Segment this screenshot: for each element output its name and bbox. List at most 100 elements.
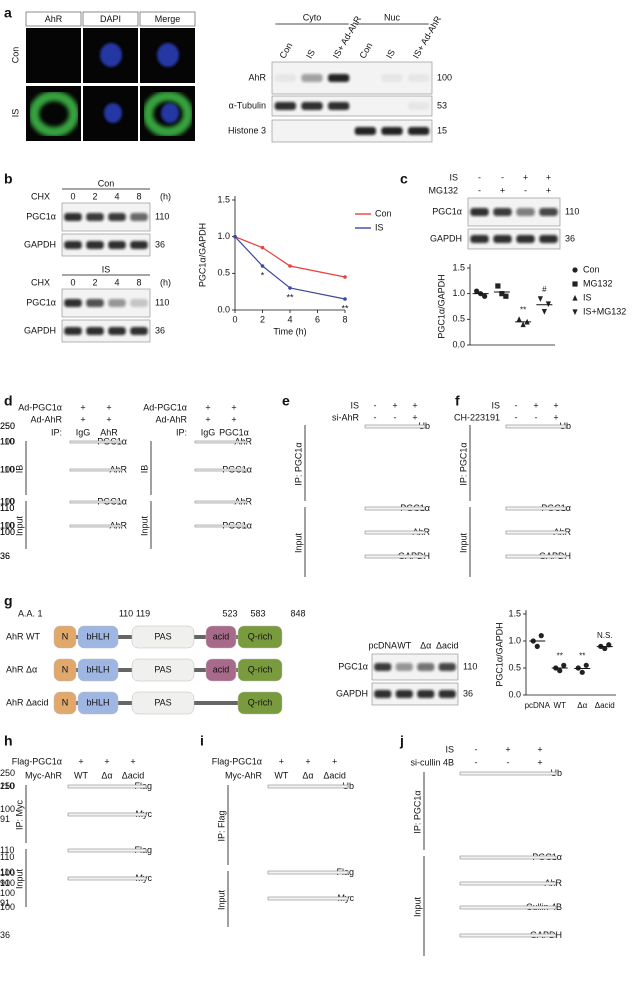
panel-label: j	[399, 733, 404, 749]
band	[493, 208, 512, 216]
point	[343, 297, 347, 301]
mw-label: 110	[0, 503, 14, 513]
band	[438, 690, 456, 698]
domain	[205, 625, 237, 649]
annotation: **	[579, 651, 585, 660]
legend-label: IS	[375, 222, 384, 232]
mw-label: 100	[0, 878, 15, 888]
condition-mark: +	[205, 414, 210, 424]
condition-mark: +	[392, 400, 397, 410]
mw-label: 110	[0, 496, 14, 506]
section-label: IP: PGC1α	[412, 790, 422, 833]
blot-frame	[459, 933, 557, 938]
point	[561, 662, 567, 668]
condition-label: Myc-AhR	[25, 770, 63, 780]
annotation: #	[542, 285, 547, 294]
y-tick-label: 1.5	[217, 194, 230, 204]
ahr-signal	[29, 91, 79, 137]
section-label: IP: PGC1α	[293, 442, 303, 485]
band	[108, 327, 126, 335]
band	[374, 690, 392, 698]
band	[108, 213, 126, 221]
point	[343, 275, 347, 279]
lane-label: 4	[114, 191, 119, 201]
band	[108, 299, 126, 307]
image-header-box	[25, 11, 82, 27]
micrograph	[26, 28, 81, 83]
blot-frame	[69, 468, 123, 472]
image-header: AhR	[45, 14, 63, 24]
condition-mark: +	[505, 744, 510, 754]
construct-label: AhR WT	[6, 631, 41, 641]
mw-label: 36	[155, 239, 165, 249]
domain	[205, 658, 237, 682]
annotation: N.S.	[597, 631, 613, 640]
blot-frame	[69, 500, 123, 504]
band	[470, 208, 489, 216]
mw-label: 53	[437, 100, 447, 110]
condition-mark: +	[305, 756, 310, 766]
blot-frame	[271, 61, 433, 95]
panel-label: d	[4, 393, 13, 409]
point	[583, 662, 589, 668]
section-label: Input	[216, 889, 226, 910]
condition-label: IS	[445, 744, 454, 754]
domain-label: N	[62, 697, 69, 707]
condition-mark: -	[515, 412, 518, 422]
x-tick-label: 6	[315, 314, 320, 324]
condition-mark: +	[205, 402, 210, 412]
domain-label: PAS	[154, 697, 171, 707]
condition-mark: +	[553, 400, 558, 410]
mw-label: 15	[437, 125, 447, 135]
lane-label: Δα	[302, 770, 313, 780]
band	[408, 127, 430, 135]
mw-label: 110	[0, 781, 14, 791]
y-tick-label: 1.0	[217, 231, 230, 241]
blot-frame	[61, 233, 151, 257]
point	[541, 309, 547, 315]
band	[417, 690, 435, 698]
condition-mark: -	[507, 757, 510, 767]
condition-mark: +	[78, 756, 83, 766]
domain-label: Q-rich	[248, 697, 273, 707]
mw-label: 36	[0, 551, 10, 561]
blot-frame	[67, 812, 147, 817]
mw-label: 110	[155, 297, 169, 307]
row-label: GAPDH	[24, 325, 56, 335]
image-header: DAPI	[100, 14, 121, 24]
condition-mark: -	[374, 400, 377, 410]
mw-label: 100	[0, 464, 15, 474]
band	[381, 127, 403, 135]
domain	[237, 658, 283, 682]
y-axis-label: PGC1α/GAPDH	[197, 223, 207, 287]
y-axis-label: PGC1α/GAPDH	[494, 622, 504, 686]
blot-frame	[194, 500, 248, 504]
legend-label: Con	[583, 264, 600, 274]
mw-label: 100	[0, 436, 15, 446]
blot-frame	[194, 524, 248, 528]
mw-label: 110	[0, 436, 14, 446]
row-label: PGC1α	[338, 661, 368, 671]
mw-label: 100	[0, 868, 15, 878]
blot-frame	[67, 784, 147, 789]
section-label: Input	[458, 532, 468, 553]
lane-label: Δα	[420, 640, 431, 650]
annotation: *	[261, 270, 265, 280]
section-label: Input	[139, 515, 149, 536]
condition-mark: +	[553, 412, 558, 422]
ip-label: IP:	[176, 427, 187, 437]
condition-label: Ad-AhR	[30, 414, 62, 424]
band	[274, 102, 296, 110]
section-label: IB	[139, 465, 149, 474]
point	[482, 293, 488, 299]
condition-label: Myc-AhR	[225, 770, 263, 780]
lane-label: 4	[114, 277, 119, 287]
legend-label: IS	[583, 292, 592, 302]
point	[572, 294, 578, 301]
mw-label: 100	[0, 902, 15, 912]
mw-label: 110	[0, 464, 14, 474]
band	[130, 241, 148, 249]
point	[474, 288, 480, 294]
section-label: Input	[412, 896, 422, 917]
condition-mark: +	[332, 756, 337, 766]
